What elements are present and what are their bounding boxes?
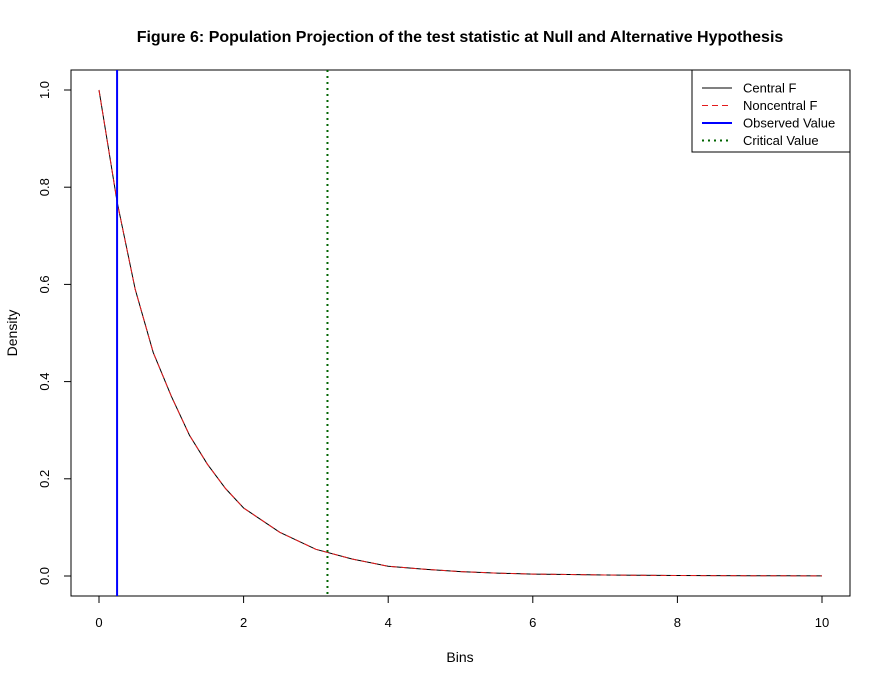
y-tick-label: 0.0 bbox=[37, 567, 52, 585]
x-tick-label: 8 bbox=[674, 615, 681, 630]
legend-label: Noncentral F bbox=[743, 98, 817, 113]
x-tick-label: 4 bbox=[385, 615, 392, 630]
y-tick-label: 0.4 bbox=[37, 373, 52, 391]
x-tick-label: 0 bbox=[95, 615, 102, 630]
legend-label: Observed Value bbox=[743, 116, 835, 131]
y-axis: 0.0 0.2 0.4 0.6 0.8 1.0 bbox=[37, 81, 72, 585]
y-axis-label: Density bbox=[4, 310, 20, 357]
y-tick-label: 0.6 bbox=[37, 275, 52, 293]
x-tick-label: 2 bbox=[240, 615, 247, 630]
y-tick-label: 0.2 bbox=[37, 470, 52, 488]
plot-area bbox=[98, 70, 823, 596]
series-line-central-f bbox=[98, 89, 823, 577]
x-axis-label: Bins bbox=[446, 649, 473, 665]
series-line-noncentral-f bbox=[98, 89, 823, 577]
y-tick-label: 0.8 bbox=[37, 178, 52, 196]
x-tick-label: 10 bbox=[815, 615, 829, 630]
x-tick-label: 6 bbox=[529, 615, 536, 630]
legend-label: Central F bbox=[743, 81, 797, 96]
legend-box bbox=[691, 69, 851, 153]
y-tick-label: 1.0 bbox=[37, 81, 52, 99]
x-axis: 0 2 4 6 8 10 bbox=[95, 595, 829, 630]
chart-title: Figure 6: Population Projection of the t… bbox=[137, 29, 784, 46]
legend: Central F Noncentral F Observed Value Criti… bbox=[691, 69, 851, 153]
legend-label: Critical Value bbox=[743, 133, 819, 148]
